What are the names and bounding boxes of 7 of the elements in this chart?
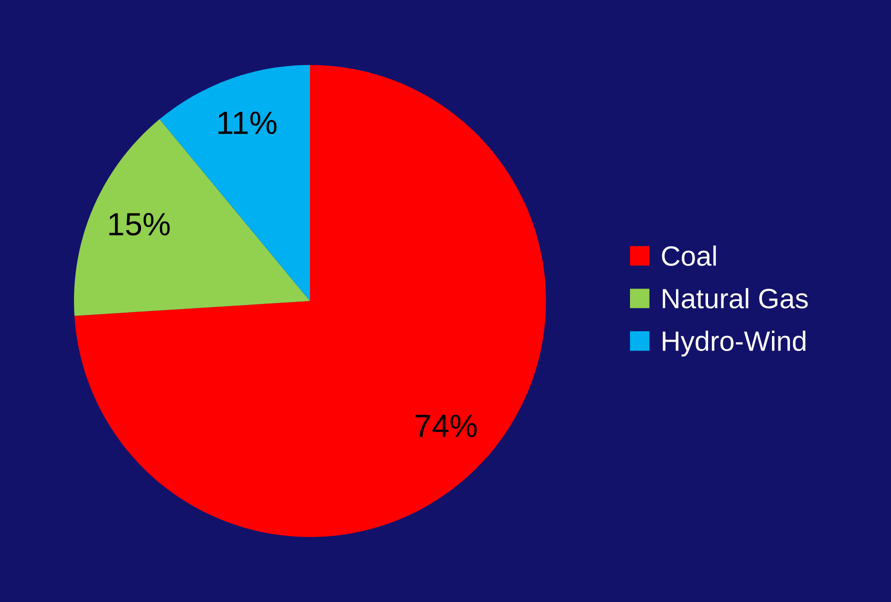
data-label: 11% bbox=[218, 112, 276, 134]
legend-label: Hydro-Wind bbox=[662, 330, 806, 357]
data-label: 74% bbox=[416, 414, 477, 438]
legend-label: Coal bbox=[662, 245, 716, 266]
data-label: 15% bbox=[109, 213, 170, 236]
legend-label: Natural Gas bbox=[662, 288, 808, 308]
pie-slice bbox=[74, 65, 546, 537]
